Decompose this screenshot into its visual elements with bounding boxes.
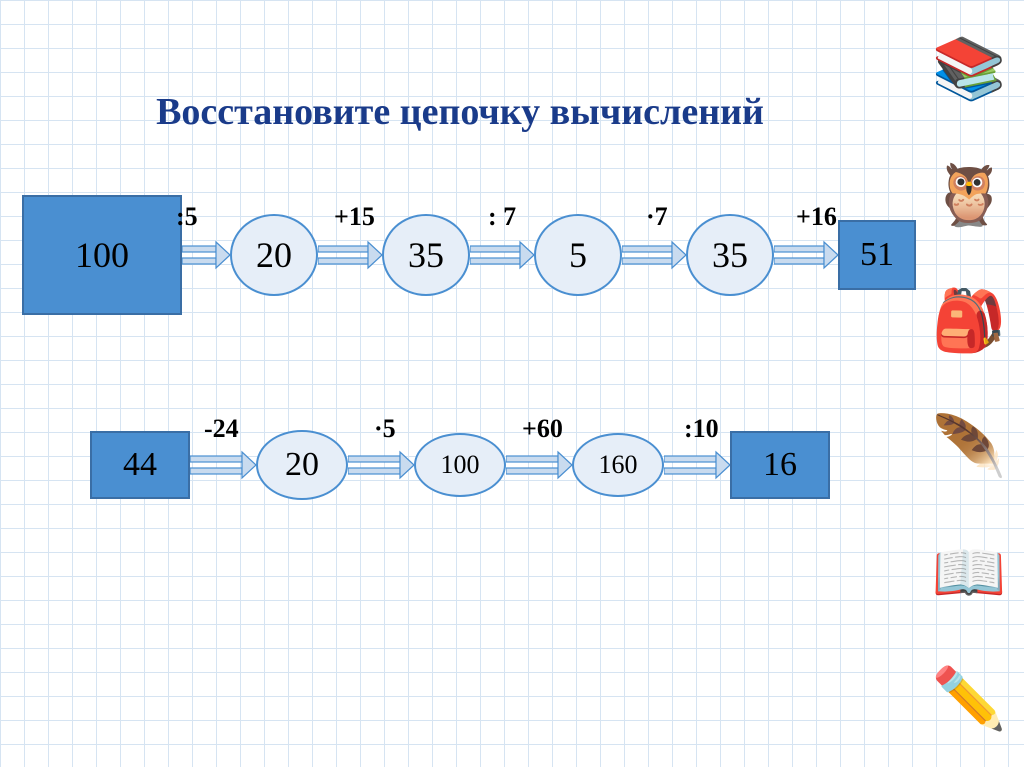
sidebar-clipart: 📚 🦉 🎒 🪶 📖 ✏️ [914,0,1024,767]
operation-label: +60 [522,414,563,444]
operation-label: :10 [684,414,719,444]
chain2-circle-0: 20 [256,430,348,500]
chain2-arrow-0: -24 [190,450,256,480]
chain1-circle-0: 20 [230,214,318,296]
pencil-icon: ✏️ [924,653,1014,743]
operation-label: +15 [334,202,375,232]
operation-label: -24 [204,414,239,444]
owl-icon: 🦉 [924,150,1014,240]
chain1-arrow-2: : 7 [470,240,534,270]
boy-reading-icon: 📚 [924,24,1014,114]
chain2-arrow-1: ·5 [348,450,414,480]
chain-2: 44 -2420 ·5100 +60160 :1016 [90,430,980,500]
chain-1: 100 :520 +1535 : 75 ·735 +1651 [22,195,912,315]
chain1-arrow-1: +15 [318,240,382,270]
books-icon: 📖 [924,527,1014,617]
chain1-arrow-last: +16 [774,240,838,270]
chain1-circle-3: 35 [686,214,774,296]
chain1-start-rect: 100 [22,195,182,315]
chain2-start-rect: 44 [90,431,190,499]
operation-label: ·7 [646,202,668,232]
chain2-arrow-last: :10 [664,450,730,480]
chain1-arrow-0: :5 [182,240,230,270]
operation-label: : 7 [488,202,516,232]
page-title: Восстановите цепочку вычислений [0,90,920,134]
chain2-circle-2: 160 [572,433,664,497]
operation-label: :5 [176,202,198,232]
chain2-arrow-2: +60 [506,450,572,480]
operation-label: ·5 [374,414,396,444]
chain1-arrow-3: ·7 [622,240,686,270]
chain1-end-rect: 51 [838,220,916,290]
chain1-circle-2: 5 [534,214,622,296]
chain2-circle-1: 100 [414,433,506,497]
backpack-icon: 🎒 [924,276,1014,366]
quill-icon: 🪶 [924,401,1014,491]
chain2-end-rect: 16 [730,431,830,499]
chain1-circle-1: 35 [382,214,470,296]
operation-label: +16 [796,202,837,232]
